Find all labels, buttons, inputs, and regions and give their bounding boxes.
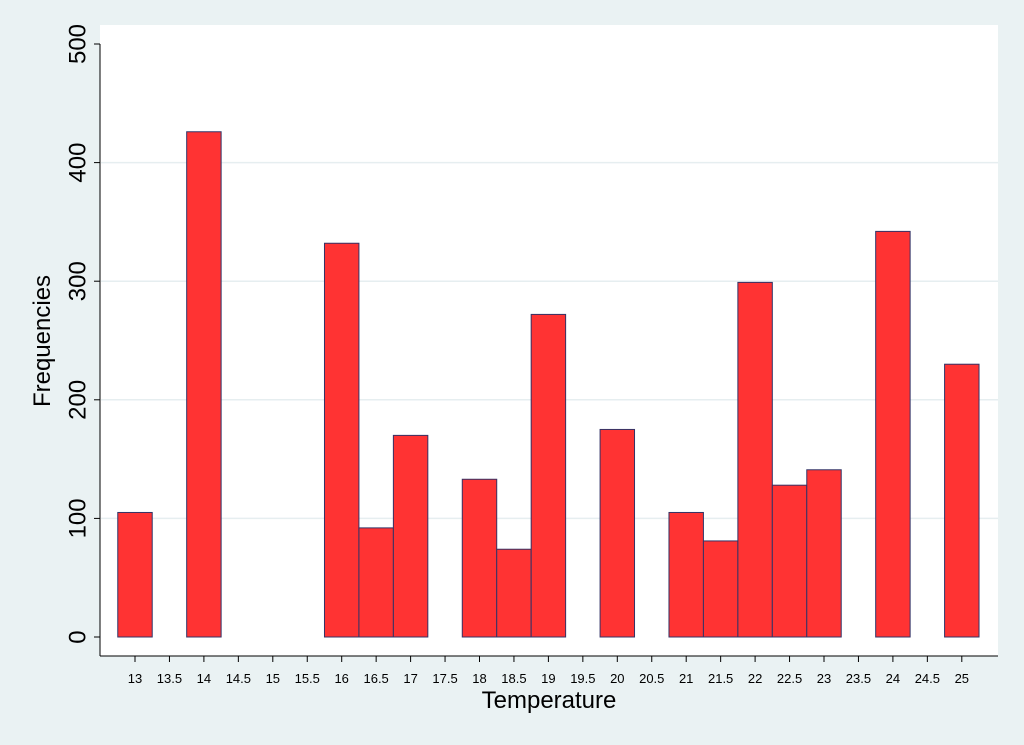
bar bbox=[496, 548, 532, 638]
x-tick-label: 13.5 bbox=[157, 671, 182, 686]
bar bbox=[875, 230, 911, 638]
x-axis-title: Temperature bbox=[482, 687, 617, 714]
y-tick-label: 100 bbox=[65, 498, 92, 538]
x-tick-label: 24 bbox=[886, 671, 900, 686]
y-tick-label: 500 bbox=[65, 24, 92, 64]
x-tick-label: 19 bbox=[541, 671, 555, 686]
x-tick-label: 16.5 bbox=[363, 671, 388, 686]
bar bbox=[702, 540, 739, 638]
x-tick-label: 25 bbox=[955, 671, 969, 686]
x-tick-label: 21.5 bbox=[708, 671, 733, 686]
bar bbox=[461, 478, 498, 638]
x-tick-label: 15 bbox=[266, 671, 280, 686]
x-tick-label: 22 bbox=[748, 671, 762, 686]
bar bbox=[737, 281, 773, 638]
bar bbox=[944, 363, 980, 638]
y-tick-label: 400 bbox=[65, 143, 92, 183]
y-axis-title: Frequencies bbox=[29, 275, 56, 407]
x-tick-label: 17 bbox=[403, 671, 417, 686]
x-tick-label: 23 bbox=[817, 671, 831, 686]
x-tick-label: 22.5 bbox=[777, 671, 802, 686]
x-tick-label: 20 bbox=[610, 671, 624, 686]
x-tick-label: 17.5 bbox=[432, 671, 457, 686]
bar bbox=[599, 428, 636, 638]
bar bbox=[806, 469, 842, 638]
bar bbox=[530, 313, 567, 638]
bar bbox=[771, 484, 808, 638]
x-tick-label: 23.5 bbox=[846, 671, 871, 686]
x-tick-label: 18 bbox=[472, 671, 486, 686]
bar bbox=[117, 511, 153, 638]
x-axis-ticks: 13 13.5 14 14.5 15 15.5 16 16.5 17 17.5 18 18.5 19 19… bbox=[128, 656, 969, 686]
x-tick-label: 18.5 bbox=[501, 671, 526, 686]
x-tick-label: 16 bbox=[334, 671, 348, 686]
y-axis-ticks: 0 100 200 300 400 500 bbox=[65, 24, 100, 644]
x-tick-label: 15.5 bbox=[295, 671, 320, 686]
bar bbox=[358, 527, 394, 638]
bar bbox=[392, 434, 429, 638]
bar bbox=[186, 131, 222, 638]
x-tick-label: 21 bbox=[679, 671, 693, 686]
bar bbox=[323, 242, 360, 638]
x-tick-label: 20.5 bbox=[639, 671, 664, 686]
bars bbox=[117, 131, 980, 638]
x-tick-label: 14.5 bbox=[226, 671, 251, 686]
x-tick-label: 24.5 bbox=[915, 671, 940, 686]
y-tick-label: 200 bbox=[65, 380, 92, 420]
x-tick-label: 14 bbox=[197, 671, 211, 686]
x-tick-label: 19.5 bbox=[570, 671, 595, 686]
y-tick-label: 300 bbox=[65, 261, 92, 301]
bar bbox=[668, 511, 704, 638]
y-tick-label: 0 bbox=[65, 630, 92, 643]
x-tick-label: 13 bbox=[128, 671, 142, 686]
